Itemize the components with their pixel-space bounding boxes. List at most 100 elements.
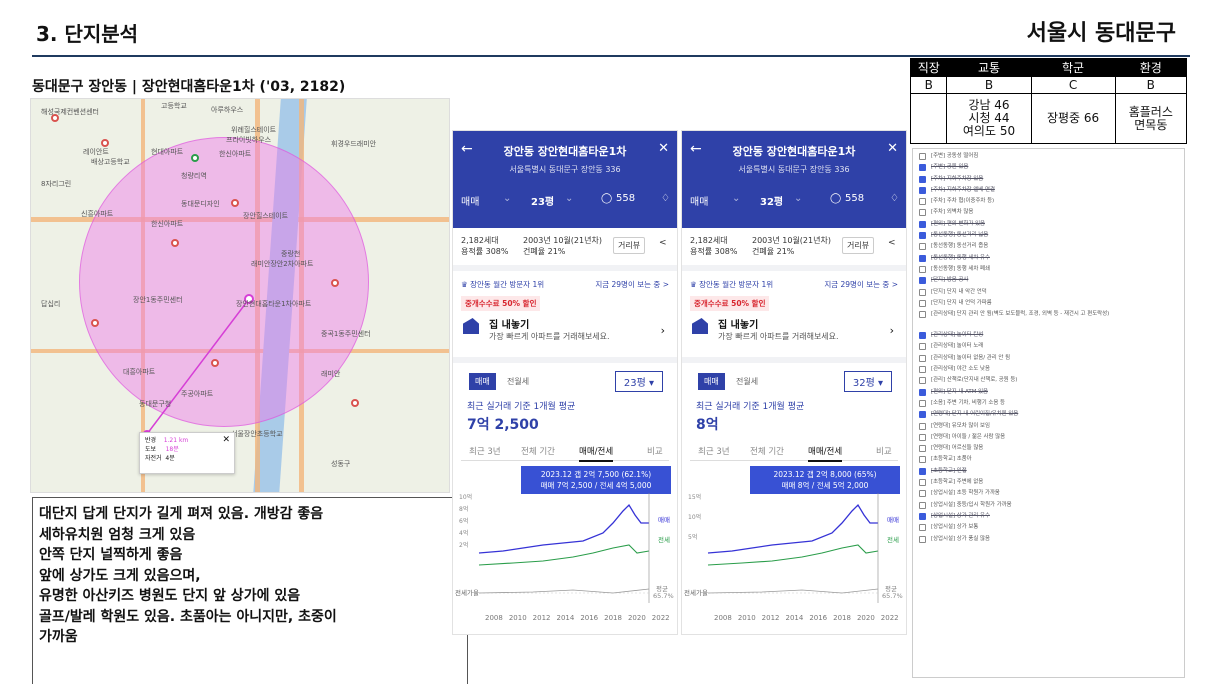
back-arrow-icon[interactable]: ← <box>461 141 473 157</box>
checkbox[interactable] <box>919 198 926 206</box>
checkbox[interactable] <box>919 343 926 351</box>
period-tab-all[interactable]: 전체 기간 <box>521 447 555 457</box>
map-poi-marker[interactable] <box>51 114 59 122</box>
checkbox[interactable] <box>919 186 926 194</box>
checkbox[interactable] <box>919 501 926 509</box>
list-home-card[interactable]: 집 내놓기 가장 빠르게 아파트를 거래해보세요. › <box>461 316 669 346</box>
checklist-item[interactable]: [초등학교] 인접 <box>919 467 1178 478</box>
tab-sale[interactable]: 매매 <box>698 373 725 390</box>
checkbox[interactable] <box>919 411 926 419</box>
checkbox[interactable] <box>919 535 926 543</box>
size-select[interactable]: 23평 <box>531 197 555 208</box>
trade-type-select[interactable]: 매매 <box>690 197 709 208</box>
map-poi-marker[interactable] <box>191 154 199 162</box>
checkbox[interactable] <box>919 399 926 407</box>
checkbox[interactable] <box>919 490 926 498</box>
checklist-item[interactable]: [단지] 단지 내 언덕 가파름 <box>919 299 1178 310</box>
map-poi-marker[interactable] <box>101 139 109 147</box>
checkbox[interactable] <box>919 467 926 475</box>
checklist-item[interactable]: [동선동행] 동선거리 좁음 <box>919 242 1178 253</box>
checklist-item[interactable]: [편의] 단지 내 ATM 있음 <box>919 388 1178 399</box>
checkbox[interactable] <box>919 311 926 319</box>
period-tab-sale-rent[interactable]: 매매/전세 <box>808 445 843 462</box>
checklist-item[interactable]: [단지] 단지 내 악간 언덕 <box>919 288 1178 299</box>
checklist-item[interactable]: [주차] 지하주차장 있음 <box>919 175 1178 186</box>
checkbox[interactable] <box>919 524 926 532</box>
map-poi-marker[interactable] <box>91 319 99 327</box>
checkbox[interactable] <box>919 277 926 285</box>
checkbox[interactable] <box>919 366 926 374</box>
period-tab-compare[interactable]: 비교 <box>647 447 663 457</box>
map-poi-marker[interactable] <box>211 359 219 367</box>
checklist-item[interactable]: [상업시설] 초등 학원가 가까움 <box>919 489 1178 500</box>
checklist-item[interactable]: [주차] 주차 협(이중주차 등) <box>919 197 1178 208</box>
viewers-link[interactable]: 지금 29명이 보는 중 > <box>824 280 898 289</box>
period-tab-sale-rent[interactable]: 매매/전세 <box>579 445 614 462</box>
period-tab-compare[interactable]: 비교 <box>876 447 892 457</box>
checkbox[interactable] <box>919 288 926 296</box>
trade-type-select[interactable]: 매매 <box>461 197 480 208</box>
checklist-item[interactable]: [주변] 공원 있음 <box>919 163 1178 174</box>
list-home-card[interactable]: 집 내놓기 가장 빠르게 아파트를 거래해보세요. › <box>690 316 898 346</box>
checklist-item[interactable]: [연령대] 유모차 많이 보임 <box>919 422 1178 433</box>
checklist-item[interactable]: [관리상태] 놀이터 노래 <box>919 342 1178 353</box>
checkbox[interactable] <box>919 479 926 487</box>
price-chart[interactable]: 10억 8억 6억 4억 2억 전세가율 <box>453 493 678 613</box>
checklist-item[interactable]: [연령대] 어르신들 많음 <box>919 444 1178 455</box>
checklist-item[interactable]: [동선동행] 동행 세차 유수 <box>919 254 1178 265</box>
close-icon[interactable]: ✕ <box>887 141 898 156</box>
map-poi-marker[interactable] <box>231 199 239 207</box>
checkbox[interactable] <box>919 445 926 453</box>
checkbox[interactable] <box>919 422 926 430</box>
checkbox[interactable] <box>919 354 926 362</box>
checkbox[interactable] <box>919 265 926 273</box>
comment-icon[interactable]: ◯ <box>601 193 613 204</box>
period-tab-3y[interactable]: 최근 3년 <box>469 447 501 457</box>
checklist-item[interactable]: [상업시설] 중등/입시 학원가 가까움 <box>919 501 1178 512</box>
checklist-item[interactable]: [관리상태] 놀이터 없음/ 관리 안 됨 <box>919 354 1178 365</box>
comment-icon[interactable]: ◯ <box>830 193 842 204</box>
close-icon[interactable]: ✕ <box>658 141 669 156</box>
share-icon[interactable]: < <box>659 238 667 248</box>
checkbox[interactable] <box>919 175 926 183</box>
checkbox[interactable] <box>919 209 926 217</box>
checkbox[interactable] <box>919 512 926 520</box>
map-poi-marker[interactable] <box>171 239 179 247</box>
tab-rent[interactable]: 전월세 <box>507 377 530 386</box>
checklist-item[interactable]: [관리상태] 놀이터 탄성 <box>919 331 1178 342</box>
tab-sale[interactable]: 매매 <box>469 373 496 390</box>
checkbox[interactable] <box>919 153 926 160</box>
checklist-item[interactable]: [주차] 지하주차장 엘베 연결 <box>919 186 1178 197</box>
checklist-item[interactable]: [주변] 공동성 떨어짐 <box>919 152 1178 163</box>
checkbox[interactable] <box>919 299 926 307</box>
checklist-panel[interactable]: [주변] 공동성 떨어짐 [주변] 공원 있음 [주차] 지하주차장 있음 [주차] … <box>912 148 1185 678</box>
bell-icon[interactable]: ♢ <box>890 193 899 204</box>
checkbox[interactable] <box>919 456 926 464</box>
checkbox[interactable] <box>919 254 926 262</box>
close-icon[interactable]: ✕ <box>222 435 230 445</box>
checklist-item[interactable]: [연령대] 아이들 / 젊은 사람 많음 <box>919 433 1178 444</box>
checkbox[interactable] <box>919 433 926 441</box>
checkbox[interactable] <box>919 388 926 396</box>
bell-icon[interactable]: ♢ <box>661 193 670 204</box>
checklist-item[interactable]: [동선동행] 동선거리 넓음 <box>919 231 1178 242</box>
checklist-item[interactable]: [상업시설] 상가 풍실 많음 <box>919 535 1178 546</box>
map-view[interactable]: 해성국제컨벤션센터 고등학교 아루하우스 위례힐스테이트 프라이빗하우스 레이안트 배상고등… <box>30 98 450 493</box>
checklist-item[interactable]: [초등학교] 주변에 없음 <box>919 478 1178 489</box>
map-poi-marker[interactable] <box>331 279 339 287</box>
checklist-item[interactable]: [관리] 산책로(단지내 산책로, 공원 등) <box>919 376 1178 387</box>
checkbox[interactable] <box>919 332 926 340</box>
street-view-button[interactable]: 거리뷰 <box>842 237 875 254</box>
viewers-link[interactable]: 지금 29명이 보는 중 > <box>595 280 669 289</box>
checkbox[interactable] <box>919 220 926 228</box>
checklist-item[interactable]: [단지] 방음 공사 <box>919 276 1178 287</box>
tab-rent[interactable]: 전월세 <box>736 377 759 386</box>
checklist-item[interactable]: [상업시설] 상가 관리 유수 <box>919 512 1178 523</box>
checklist-item[interactable]: [소음] 주변 기차, 비행기 소음 등 <box>919 399 1178 410</box>
back-arrow-icon[interactable]: ← <box>690 141 702 157</box>
size-dropdown[interactable]: 32평 ▾ <box>843 371 892 392</box>
size-select[interactable]: 32평 <box>760 197 784 208</box>
checklist-item[interactable]: [상업시설] 상가 보통 <box>919 523 1178 534</box>
checkbox[interactable] <box>919 377 926 385</box>
checkbox[interactable] <box>919 243 926 251</box>
